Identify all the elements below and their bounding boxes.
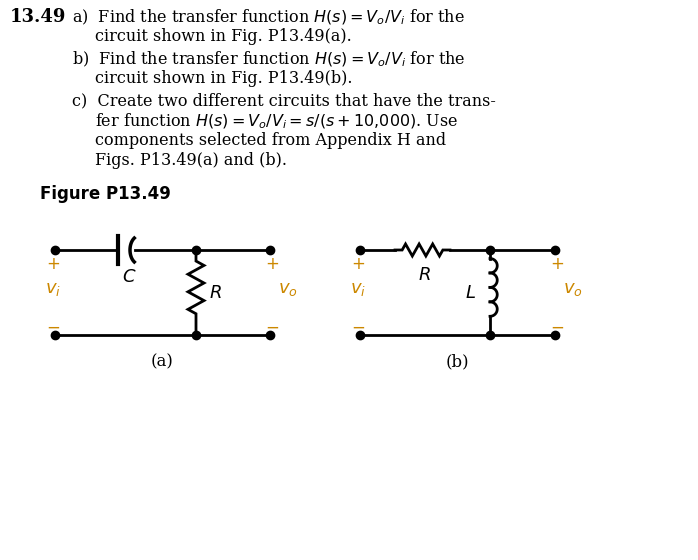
Text: $R$: $R$ <box>209 283 222 301</box>
Text: $-$: $-$ <box>550 319 564 336</box>
Text: (b): (b) <box>446 353 469 370</box>
Text: b)  Find the transfer function $H(s) = V_o/V_i$ for the: b) Find the transfer function $H(s) = V_… <box>72 50 466 69</box>
Text: $L$: $L$ <box>465 283 476 301</box>
Text: fer function $H(s) = V_o/V_i = s/(s + 10{,}000)$. Use: fer function $H(s) = V_o/V_i = s/(s + 10… <box>95 112 458 132</box>
Text: $-$: $-$ <box>265 319 279 336</box>
Text: $v_o$: $v_o$ <box>278 279 298 297</box>
Text: $R$: $R$ <box>418 266 431 284</box>
Text: (a): (a) <box>151 353 174 370</box>
Text: 13.49: 13.49 <box>10 8 66 26</box>
Text: $v_i$: $v_i$ <box>45 279 61 297</box>
Text: +: + <box>550 255 564 273</box>
Text: a)  Find the transfer function $H(s) = V_o/V_i$ for the: a) Find the transfer function $H(s) = V_… <box>72 8 465 27</box>
Text: $-$: $-$ <box>351 319 365 336</box>
Text: circuit shown in Fig. P13.49(a).: circuit shown in Fig. P13.49(a). <box>95 28 352 45</box>
Text: components selected from Appendix H and: components selected from Appendix H and <box>95 132 446 149</box>
Text: c)  Create two different circuits that have the trans-: c) Create two different circuits that ha… <box>72 92 496 109</box>
Text: $-$: $-$ <box>46 319 60 336</box>
Text: $v_i$: $v_i$ <box>350 279 366 297</box>
Text: Figure P13.49: Figure P13.49 <box>40 185 171 203</box>
Text: +: + <box>351 255 365 273</box>
Text: +: + <box>46 255 60 273</box>
Text: circuit shown in Fig. P13.49(b).: circuit shown in Fig. P13.49(b). <box>95 70 352 87</box>
Text: $C$: $C$ <box>122 268 137 286</box>
Text: $v_o$: $v_o$ <box>563 279 583 297</box>
Text: Figs. P13.49(a) and (b).: Figs. P13.49(a) and (b). <box>95 152 287 169</box>
Text: +: + <box>265 255 279 273</box>
